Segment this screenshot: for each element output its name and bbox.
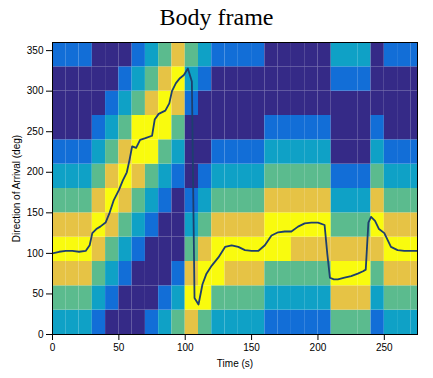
svg-text:200: 200 [310,342,327,353]
svg-text:0: 0 [38,329,44,340]
svg-text:100: 100 [27,248,44,259]
svg-text:Direction of Arrival (deg): Direction of Arrival (deg) [11,135,22,242]
html-text:Body frame: Body frame [159,4,274,30]
svg-text:150: 150 [27,207,44,218]
svg-text:350: 350 [27,45,44,56]
svg-text:0: 0 [50,342,56,353]
svg-text:200: 200 [27,166,44,177]
svg-text:150: 150 [243,342,260,353]
svg-text:Time (s): Time (s) [217,358,253,369]
svg-text:300: 300 [27,85,44,96]
svg-text:250: 250 [27,126,44,137]
svg-text:50: 50 [113,342,125,353]
svg-text:250: 250 [376,342,393,353]
svg-text:50: 50 [32,288,44,299]
svg-text:100: 100 [177,342,194,353]
